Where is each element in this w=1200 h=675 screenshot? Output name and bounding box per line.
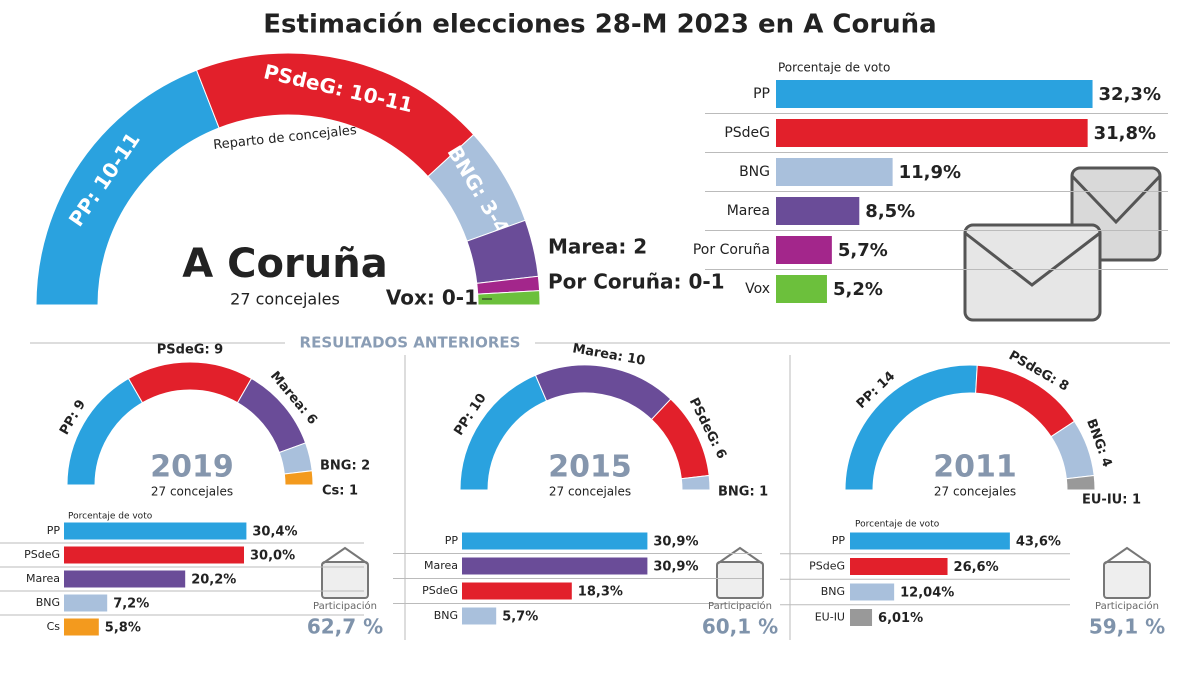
bar-value-label: 7,2% (113, 597, 149, 612)
bar-category: PP (47, 524, 61, 537)
bar-value-label: 32,3% (1099, 84, 1161, 105)
seat-label: Vox: 0-1 (386, 286, 478, 310)
seat-segment (195, 52, 475, 178)
seat-segment (680, 474, 711, 491)
stat-title: Participación (313, 600, 377, 612)
bar (64, 570, 186, 588)
seat-label: BNG: 2 (320, 459, 370, 474)
seat-segment (1065, 474, 1096, 491)
seat-segment (534, 364, 672, 421)
bar-category: BNG (821, 585, 845, 598)
arc-title: 2019 (150, 450, 234, 485)
arc-subtitle: 27 concejales (934, 485, 1016, 499)
arc-inner-label: Reparto de concejales (213, 123, 358, 153)
bar (776, 275, 827, 303)
seat-label: Marea: 2 (548, 235, 647, 259)
bar (776, 236, 832, 264)
stat-value: 62,7 % (307, 615, 383, 639)
bar-category: PSdeG (24, 548, 60, 561)
seat-label: PSdeG: 9 (157, 343, 223, 358)
bar-category: Marea (727, 203, 770, 219)
seat-label: EU-IU: 1 (1082, 493, 1141, 508)
bar-category: BNG (739, 164, 770, 180)
bar-value-label: 8,5% (865, 201, 915, 222)
bar-value-label: 6,01% (878, 611, 923, 626)
arc-title: 2015 (548, 450, 632, 485)
bar-value-label: 5,8% (105, 621, 141, 636)
arc-subtitle: 27 concejales (151, 485, 233, 499)
bar (850, 609, 873, 626)
bar-category: PP (753, 86, 770, 102)
bar-category: Cs (47, 620, 61, 633)
bar-value-label: 30,0% (250, 549, 295, 564)
bar (64, 594, 108, 612)
bar-category: PSdeG (724, 125, 770, 141)
seat-segment (283, 470, 314, 486)
seat-segment (459, 374, 548, 491)
bar (64, 546, 244, 564)
bar-chart-title: Porcentaje de voto (778, 61, 890, 75)
stat-title: Participación (708, 600, 772, 612)
bar-category: EU-IU (815, 611, 845, 624)
bar-category: PSdeG (422, 584, 458, 597)
bar (850, 583, 895, 601)
stat-value: 60,1 % (702, 615, 778, 639)
arc-subtitle: 27 concejales (549, 485, 631, 499)
bar-category: BNG (36, 596, 60, 609)
seat-segment (127, 361, 253, 404)
bar-category: Por Coruña (693, 242, 770, 258)
bar-value-label: 30,9% (653, 535, 698, 550)
bar (462, 607, 497, 625)
section-label: RESULTADOS ANTERIORES (300, 334, 521, 352)
bar-value-label: 5,7% (502, 610, 538, 625)
envelope-icons (321, 166, 1162, 599)
bar-category: Marea (26, 572, 60, 585)
bar-value-label: 5,2% (833, 279, 883, 300)
stat-title: Participación (1095, 600, 1159, 612)
bar (776, 80, 1093, 108)
bar-value-label: 12,04% (900, 586, 954, 601)
bar (776, 119, 1088, 147)
bar-value-label: 26,6% (954, 560, 999, 575)
seat-label: Cs: 1 (322, 484, 358, 499)
bar-value-label: 31,8% (1094, 123, 1156, 144)
seat-label: BNG: 1 (718, 485, 768, 500)
arc-title: 2011 (933, 450, 1017, 485)
seat-segment (477, 290, 541, 306)
bar-value-label: 43,6% (1016, 535, 1061, 550)
arc-title: A Coruña (182, 241, 387, 287)
bar (850, 532, 1010, 550)
bar-category: BNG (434, 609, 458, 622)
bar-value-label: 30,4% (252, 525, 297, 540)
bar (850, 558, 948, 575)
bar-value-label: 11,9% (899, 162, 961, 183)
stat-value: 59,1 % (1089, 615, 1165, 639)
main-title: Estimación elecciones 28-M 2023 en A Cor… (263, 10, 936, 40)
bar (462, 582, 572, 600)
bar-category: PSdeG (809, 560, 845, 573)
bar-category: PP (832, 534, 846, 547)
bar-category: Vox (745, 281, 770, 297)
bar (462, 532, 648, 550)
bar-value-label: 20,2% (191, 573, 236, 588)
bar-category: Marea (424, 559, 458, 572)
seat-segment (66, 377, 144, 486)
bar-chart-title: Porcentaje de voto (68, 512, 153, 522)
bar (776, 158, 893, 186)
arc-subtitle: 27 concejales (230, 290, 340, 309)
bar-category: PP (445, 534, 459, 547)
bar-chart-title: Porcentaje de voto (855, 520, 940, 530)
bar (64, 522, 247, 540)
seat-label: Por Coruña: 0-1 (548, 270, 725, 294)
bar-value-label: 18,3% (578, 585, 623, 600)
bar-value-label: 5,7% (838, 240, 888, 261)
bar (462, 557, 648, 575)
bar (64, 618, 99, 636)
bar (776, 197, 860, 225)
bar-value-label: 30,9% (653, 560, 698, 575)
